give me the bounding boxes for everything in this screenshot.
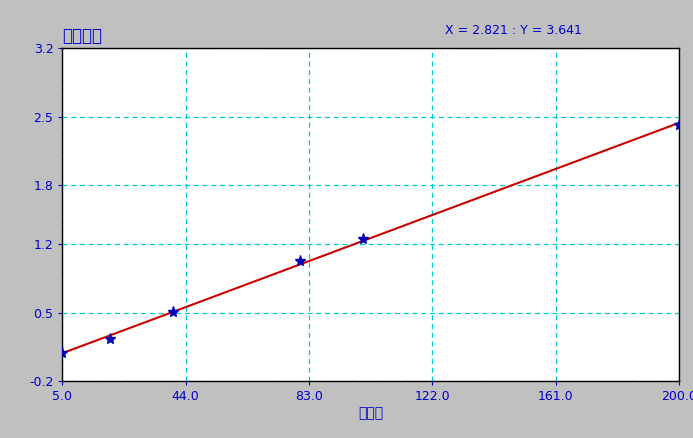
X-axis label: 浓度比: 浓度比 [358, 406, 383, 420]
Text: 响应值比: 响应值比 [62, 27, 103, 45]
Text: X = 2.821 : Y = 3.641: X = 2.821 : Y = 3.641 [445, 24, 581, 36]
